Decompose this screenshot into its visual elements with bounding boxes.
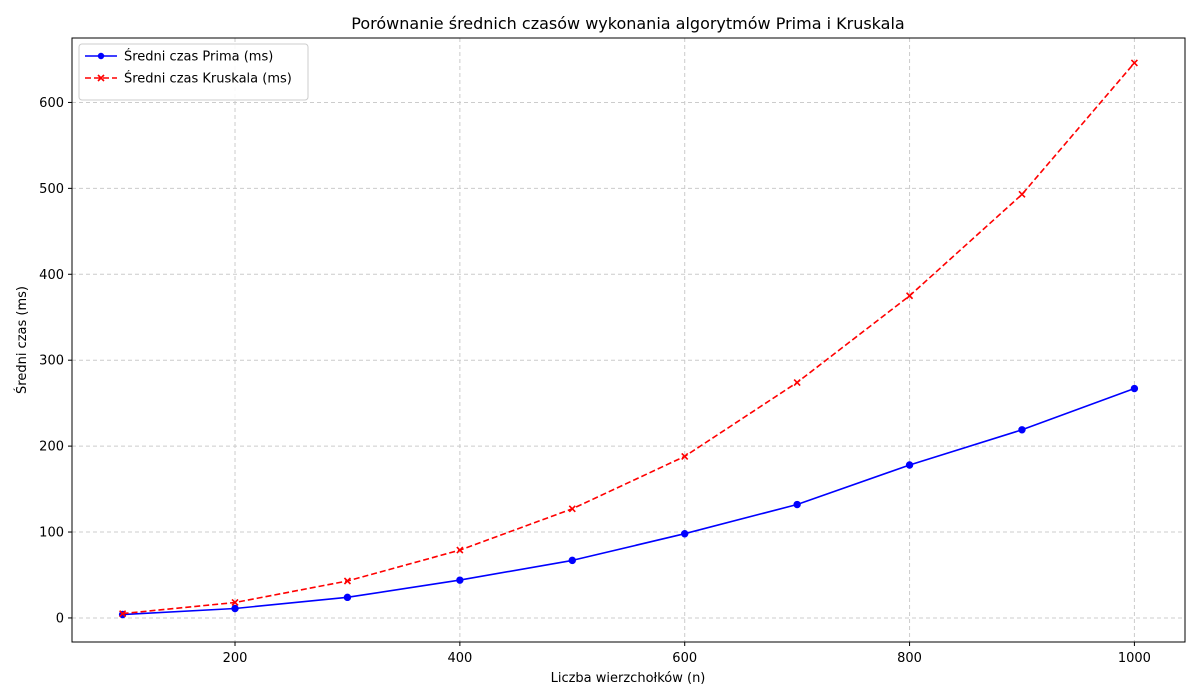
chart-title: Porównanie średnich czasów wykonania alg… (351, 14, 904, 33)
y-tick-label: 500 (39, 182, 64, 197)
legend-box (78, 43, 309, 101)
y-axis-label: Średni czas (ms) (14, 286, 30, 394)
data-point (905, 461, 914, 469)
data-point (119, 610, 127, 618)
y-tick-label: 400 (39, 268, 64, 283)
axis-ticks: 200 400 600 800 1000 0 100 200 300 400 500 600 (39, 96, 1151, 666)
x-axis-label: Liczba wierzchołków (n) (551, 671, 706, 686)
x-tick-label: 200 (223, 651, 248, 666)
legend: Średni czas Prima (ms) Średni czas Kruska… (78, 43, 309, 101)
legend-marker (97, 74, 105, 82)
plot-frame (71, 37, 1186, 643)
legend-marker (97, 52, 105, 60)
data-point (1018, 426, 1026, 434)
data-point (343, 577, 352, 585)
data-point (343, 593, 352, 602)
data-point (793, 378, 801, 387)
y-tick-label: 0 (56, 611, 64, 626)
data-point (905, 292, 914, 300)
data-point (1130, 384, 1139, 393)
y-tick-label: 300 (39, 354, 64, 369)
data-point (456, 576, 464, 584)
data-point (231, 598, 239, 607)
x-tick-label: 400 (447, 651, 472, 666)
data-point (793, 500, 801, 509)
x-tick-label: 1000 (1118, 651, 1151, 666)
data-point (681, 452, 689, 460)
y-tick-label: 200 (39, 440, 64, 455)
data-point (568, 556, 576, 565)
series-line-1 (122, 387, 1135, 616)
data-point (1130, 59, 1138, 67)
series-line-2 (122, 62, 1136, 615)
data-point (1018, 190, 1026, 198)
x-tick-label: 600 (672, 651, 697, 666)
legend-label: Średni czas Kruskala (ms) (124, 71, 292, 87)
grid (72, 38, 1185, 642)
data-point (231, 604, 239, 613)
y-tick-label: 100 (39, 526, 64, 541)
data-point (568, 505, 576, 513)
data-point (456, 546, 464, 554)
data-point (681, 530, 689, 538)
x-tick-label: 800 (897, 651, 922, 666)
plot-series (118, 59, 1139, 619)
y-tick-label: 600 (39, 96, 64, 111)
legend-label: Średni czas Prima (ms) (124, 49, 273, 65)
